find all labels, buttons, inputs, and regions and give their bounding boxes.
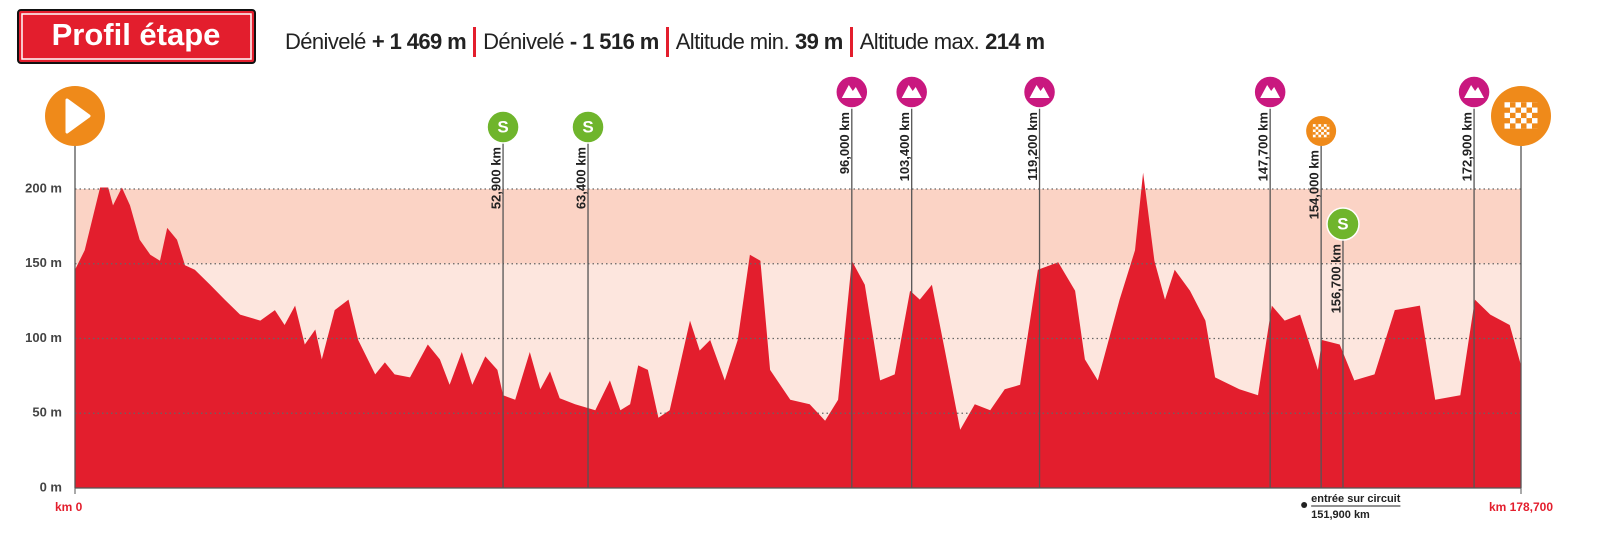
separator [473, 27, 477, 57]
separator [665, 27, 669, 57]
flag-cell [1521, 123, 1527, 129]
mountain [1464, 85, 1485, 98]
stat-value: - 1 516 m [569, 29, 659, 54]
flag-cell [1510, 112, 1516, 119]
flag-cell [1521, 112, 1527, 119]
flag-cell [1315, 124, 1319, 127]
y-tick-label: 150 m [25, 255, 62, 270]
flag-cell [1323, 132, 1327, 135]
flag-cell [1515, 118, 1521, 124]
mountain [1029, 85, 1050, 98]
sprint-glyph: S [1337, 214, 1348, 233]
marker-icon [1457, 75, 1491, 109]
stat-value: 39 m [794, 29, 843, 54]
stat-value: + 1 469 m [371, 29, 467, 54]
y-tick-label: 200 m [25, 180, 62, 195]
chart-title: Profil étape [52, 17, 221, 52]
marker-label: 52,900 km [488, 147, 503, 209]
flag-cell [1321, 124, 1324, 127]
stat-value: 214 m [985, 29, 1045, 54]
elevation-area [75, 172, 1521, 488]
flag-cell [1521, 102, 1527, 108]
sprint-icon [571, 110, 605, 144]
y-tick-label: 0 m [40, 479, 62, 494]
marker-icon [835, 75, 869, 109]
flag-cell [1312, 126, 1316, 130]
marker-icon [894, 75, 929, 109]
marker-icon [45, 86, 105, 146]
mountain [901, 85, 922, 98]
sprint-glyph: S [497, 117, 508, 136]
separator [849, 27, 853, 57]
sprint-glyph: S [582, 117, 593, 136]
stat-label: Altitude min. [675, 29, 790, 54]
flag-cell [1504, 118, 1510, 124]
marker-icon [1022, 75, 1057, 109]
title-box [17, 9, 256, 64]
stats: Dénivelé + 1 469 m Dénivelé - 1 516 m Altitu… [285, 24, 1045, 60]
flag-cell [1526, 107, 1532, 113]
flag-cell [1318, 132, 1322, 135]
y-tick-label: 50 m [32, 405, 62, 420]
mountain [841, 85, 862, 98]
flag-cell [1326, 134, 1330, 138]
marker-icon [1306, 116, 1337, 146]
flag-cell [1326, 129, 1330, 133]
start-arrow [65, 98, 91, 134]
marker-label: 172,900 km [1460, 112, 1475, 181]
marker-icon: S [1326, 207, 1360, 241]
flag-cell [1515, 107, 1521, 113]
marker-label: 103,400 km [897, 112, 912, 181]
flag-cell [1526, 118, 1532, 124]
marker-icon: S [571, 110, 605, 144]
stat-label: Dénivelé [483, 29, 564, 54]
flag-cell [1326, 124, 1330, 127]
stat-label: Dénivelé [285, 29, 366, 54]
marker-label: 147,700 km [1256, 112, 1271, 181]
marker-label: 156,700 km [1328, 244, 1343, 313]
flag-cell [1312, 132, 1316, 135]
sprint-icon [1326, 207, 1360, 241]
marker-icon [1253, 75, 1287, 109]
sprint-icon [486, 110, 520, 144]
marker-label: 119,200 km [1025, 112, 1040, 181]
note-km: 151,900 km [1311, 509, 1370, 521]
flag-cell [1315, 134, 1319, 138]
x-tick-label: km 178,700 [1489, 500, 1553, 514]
flag-cell [1321, 134, 1324, 138]
flag-cell [1323, 126, 1327, 130]
flag-cell [1532, 123, 1538, 129]
marker-label: 154,000 km [1307, 150, 1322, 219]
x-tick-label: km 0 [55, 500, 83, 514]
title-box-inner [21, 13, 252, 60]
marker-label: 63,400 km [573, 147, 588, 209]
marker-label: 96,000 km [837, 112, 852, 174]
flag-cell [1510, 102, 1516, 108]
marker-icon: S [486, 110, 520, 144]
band [75, 189, 1521, 264]
flag-cell [1321, 129, 1324, 133]
flag-cell [1315, 129, 1319, 133]
note-dot [1301, 502, 1308, 508]
flag-cell [1532, 112, 1538, 119]
flag-cell [1532, 102, 1538, 108]
flag-cell [1318, 126, 1322, 130]
stat-label: Altitude max. [859, 29, 980, 54]
note-text: entrée sur circuit [1311, 493, 1401, 505]
y-tick-label: 100 m [25, 330, 62, 345]
marker-icon [1491, 86, 1551, 146]
flag-cell [1510, 123, 1516, 129]
flag-cell [1504, 107, 1510, 113]
mountain [1260, 85, 1281, 98]
